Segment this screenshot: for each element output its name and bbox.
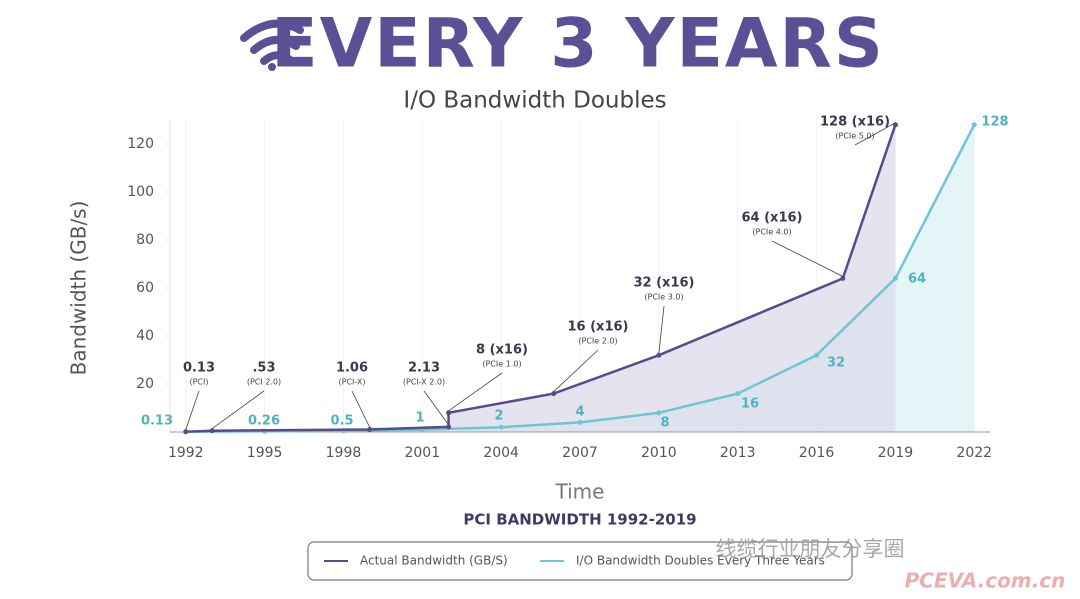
- data-annotation: (PCIe 3.0): [644, 293, 683, 302]
- x-tick-label: 2007: [562, 445, 598, 461]
- x-tick-label: 2022: [956, 445, 992, 461]
- data-label: 128 (x16): [820, 115, 890, 130]
- data-label: 1.06: [336, 361, 368, 376]
- x-tick-label: 1992: [168, 445, 204, 461]
- data-label: 4: [575, 405, 584, 420]
- leader-line: [771, 240, 843, 277]
- point: [183, 429, 189, 435]
- data-label: 32: [827, 356, 845, 371]
- y-tick-label: 40: [136, 328, 154, 344]
- y-tick-label: 60: [136, 280, 154, 296]
- wifi-arc: [260, 51, 294, 65]
- point: [577, 419, 583, 425]
- y-tick-label: 100: [127, 184, 154, 200]
- x-axis-label: Time: [555, 480, 605, 504]
- x-tick-label: 1998: [326, 445, 362, 461]
- data-label: 2: [494, 409, 503, 424]
- data-label: 0.13: [183, 361, 215, 376]
- data-annotation: (PCI-X): [339, 378, 366, 387]
- point: [840, 275, 846, 281]
- leader-line: [448, 372, 503, 412]
- data-label: 32 (x16): [634, 276, 695, 291]
- data-annotation: (PCIe 4.0): [752, 228, 791, 237]
- data-annotation: (PCI-X 2.0): [403, 378, 445, 387]
- watermark-text: 线缆行业朋友分享圈: [716, 537, 905, 561]
- y-axis-label: Bandwidth (GB/s): [67, 201, 91, 376]
- data-label: 2.13: [408, 361, 440, 376]
- caption: PCI BANDWIDTH 1992-2019: [463, 511, 696, 529]
- point: [498, 424, 504, 430]
- chart-subtitle: I/O Bandwidth Doubles: [403, 88, 666, 114]
- point: [735, 391, 741, 397]
- chart-title: EVERY 3 YEARS: [271, 5, 885, 84]
- leader-line: [658, 305, 665, 354]
- data-label: 1: [415, 411, 424, 426]
- point: [892, 275, 898, 281]
- y-tick-label: 120: [127, 136, 154, 152]
- leader-line: [854, 122, 896, 146]
- point: [971, 122, 977, 128]
- x-tick-label: 2010: [641, 445, 677, 461]
- point: [367, 426, 373, 432]
- leader-line: [185, 390, 200, 430]
- x-tick-label: 1995: [247, 445, 283, 461]
- data-label: 8: [660, 416, 669, 431]
- data-annotation: (PCI 2.0): [247, 378, 281, 387]
- data-annotation: (PCI): [189, 378, 208, 387]
- data-label: 128: [981, 115, 1008, 130]
- point: [209, 428, 215, 434]
- point: [656, 352, 662, 358]
- data-label: 16: [741, 397, 759, 412]
- data-label: 0.13: [141, 414, 173, 429]
- x-tick-label: 2019: [878, 445, 914, 461]
- leader-line: [351, 390, 371, 428]
- point: [446, 410, 452, 416]
- data-annotation: (PCIe 1.0): [482, 360, 521, 369]
- data-label: 64 (x16): [742, 211, 803, 226]
- data-annotation: (PCIe 5.0): [835, 132, 874, 141]
- leader-line: [211, 390, 265, 430]
- data-label: 64: [908, 272, 926, 287]
- data-label: 0.5: [330, 414, 353, 429]
- x-tick-label: 2004: [483, 445, 519, 461]
- x-tick-label: 2013: [720, 445, 756, 461]
- point: [814, 352, 820, 358]
- point: [551, 391, 557, 397]
- y-tick-label: 80: [136, 232, 154, 248]
- point: [446, 424, 452, 430]
- leader-line: [553, 349, 599, 392]
- y-tick-label: 20: [136, 376, 154, 392]
- legend-box: [307, 541, 853, 581]
- wifi-arc: [250, 36, 300, 54]
- x-tick-label: 2001: [404, 445, 440, 461]
- point: [656, 410, 662, 416]
- data-label: 8 (x16): [476, 343, 528, 358]
- x-tick-label: 2016: [799, 445, 835, 461]
- area: [185, 124, 896, 433]
- data-annotation: (PCIe 2.0): [578, 337, 617, 346]
- wifi-arc: [240, 19, 304, 42]
- wifi-dot: [268, 63, 276, 71]
- watermark-site: PCEVA.com.cn: [905, 569, 1066, 593]
- legend-label: I/O Bandwidth Doubles Every Three Years: [576, 554, 825, 568]
- data-label: 0.26: [248, 414, 280, 429]
- data-label: 16 (x16): [568, 320, 629, 335]
- leader-line: [423, 390, 449, 426]
- legend-label: Actual Bandwidth (GB/S): [360, 554, 508, 568]
- wifi-icon: [240, 19, 304, 71]
- data-label: .53: [252, 361, 275, 376]
